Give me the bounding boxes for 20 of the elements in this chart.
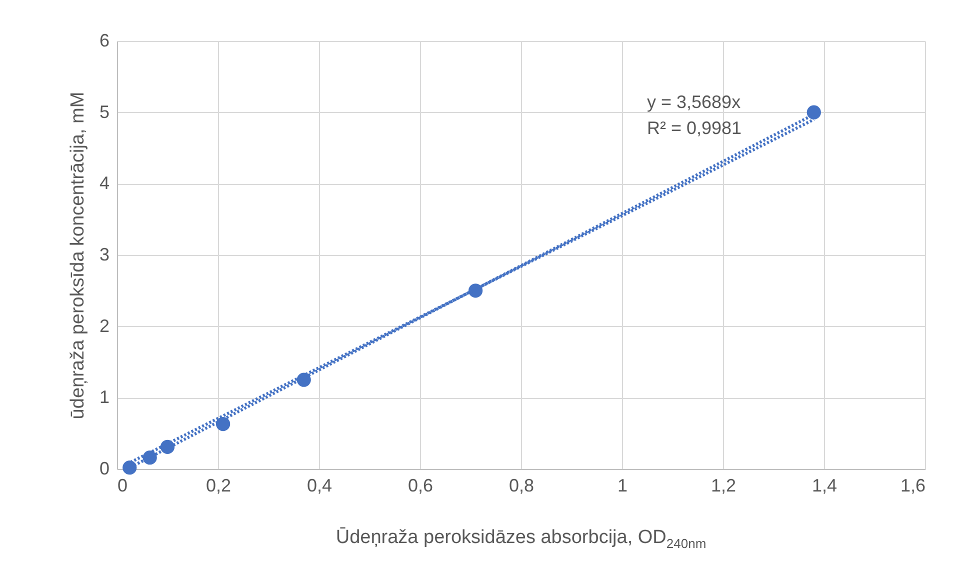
- y-tick-label: 2: [99, 316, 110, 336]
- y-tick-label: 1: [99, 387, 110, 408]
- x-tick-label: 0,6: [408, 476, 434, 496]
- annotation: R² = 0,9981: [647, 118, 742, 138]
- x-axis-title: Ūdeņraža peroksidāzes absorbcija, OD$_{240nm}$: [334, 527, 708, 551]
- x-tick-label: 1,2: [710, 476, 736, 496]
- y-tick-label: 4: [99, 173, 110, 194]
- x-tick-label: 0,2: [206, 476, 232, 496]
- y-tick-label: 0: [99, 458, 110, 478]
- x-tick-label: 1,6: [900, 476, 926, 496]
- y-tick-label: 6: [99, 30, 110, 50]
- y-axis-title: ūdeņraža peroksīda koncentrācija, mM: [67, 92, 88, 420]
- x-tick-label: 0: [118, 476, 128, 496]
- x-tick-label: 1,4: [812, 476, 838, 496]
- y-tick-label: 5: [99, 102, 110, 122]
- y-tick-label: 3: [99, 244, 110, 264]
- annotation: y = 3,5689x: [647, 92, 741, 112]
- x-tick-label: 0,4: [306, 476, 332, 496]
- x-tick-label: 0,8: [508, 476, 534, 496]
- x-tick-label: 1: [617, 476, 628, 496]
